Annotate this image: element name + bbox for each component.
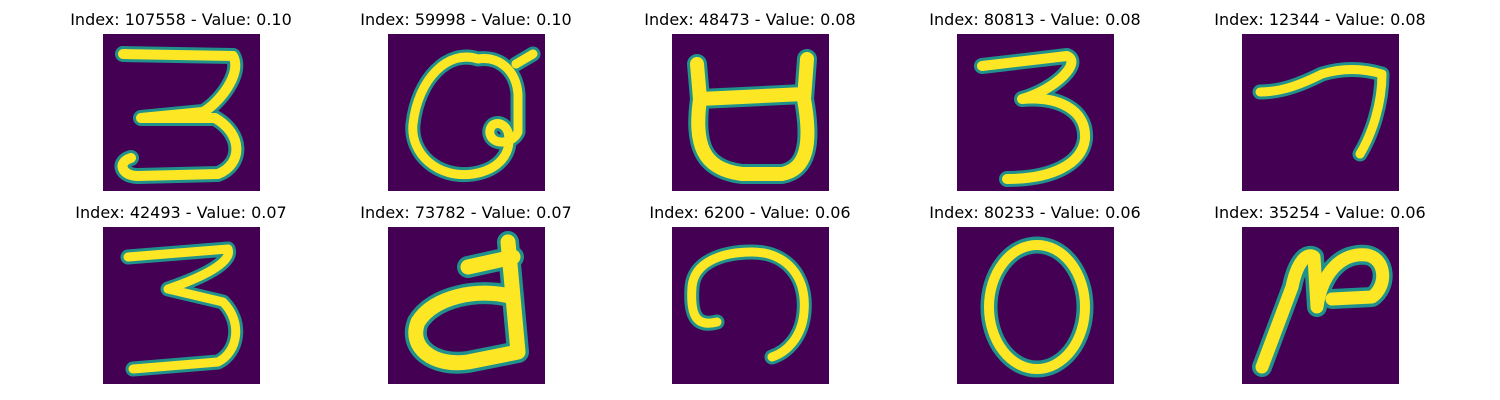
panel-title: Index: 107558 - Value: 0.10 <box>70 10 292 29</box>
digit-arch-glyph <box>684 244 812 365</box>
digit-image <box>1242 227 1399 384</box>
panel-title: Index: 42493 - Value: 0.07 <box>75 203 287 222</box>
panel-title: Index: 59998 - Value: 0.10 <box>360 10 572 29</box>
panel-title: Index: 48473 - Value: 0.08 <box>644 10 856 29</box>
digit-3-glyph <box>114 46 245 184</box>
digit-3-glyph <box>974 48 1093 187</box>
digit-image <box>388 227 545 384</box>
digit-n-glyph <box>1252 244 1393 377</box>
digit-d-glyph <box>405 231 529 374</box>
digit-0-glyph <box>980 236 1094 378</box>
panel-title: Index: 80233 - Value: 0.06 <box>929 203 1141 222</box>
digit-image <box>388 34 545 191</box>
digit-image <box>672 227 829 384</box>
digit-image <box>957 34 1114 191</box>
digit-cup-glyph <box>687 49 818 184</box>
panel-title: Index: 6200 - Value: 0.06 <box>649 203 851 222</box>
digit-image <box>103 34 260 191</box>
digit-3-glyph <box>120 241 244 377</box>
digit-image <box>1242 34 1399 191</box>
digit-image <box>103 227 260 384</box>
panel-title: Index: 80813 - Value: 0.08 <box>929 10 1141 29</box>
digit-image <box>957 227 1114 384</box>
panel-title: Index: 73782 - Value: 0.07 <box>360 203 572 222</box>
digit-7-glyph <box>1252 62 1390 162</box>
digit-q-glyph <box>405 46 541 183</box>
panel-title: Index: 35254 - Value: 0.06 <box>1214 203 1426 222</box>
panel-title: Index: 12344 - Value: 0.08 <box>1214 10 1426 29</box>
digit-image <box>672 34 829 191</box>
